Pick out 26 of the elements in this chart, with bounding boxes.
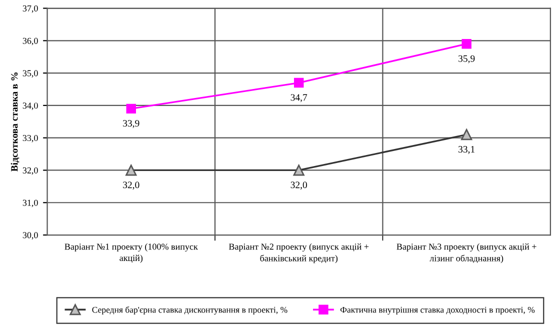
data-label: 33,9 [123, 120, 140, 128]
data-label: 34,7 [290, 94, 308, 102]
data-label: 35,9 [458, 55, 475, 64]
legend-label: Середня бар'єрна ставка дисконтування в проекті, % [92, 306, 288, 315]
y-axis-title: Відсоткова ставка в % [10, 72, 20, 172]
y-tick-label: 31,0 [22, 200, 38, 208]
y-tick-label: 36,0 [22, 38, 38, 46]
y-tick-label: 30,0 [22, 232, 38, 240]
point [293, 164, 304, 176]
data-label: 33,1 [458, 146, 474, 154]
y-tick-label: 33,0 [22, 134, 38, 142]
point [294, 78, 304, 88]
y-tick-label: 37,0 [22, 5, 38, 13]
x-tick-label: Варіант №2 проекту (випуск акцій + банківський кредит) [228, 243, 369, 264]
data-label: 32,0 [290, 182, 307, 190]
point [462, 39, 472, 49]
point [126, 104, 136, 114]
x-tick-label: Варіант №1 проекту (100% випуск акцій) [64, 243, 198, 263]
y-tick-label: 35,0 [22, 70, 38, 78]
y-tick-label: 32,0 [22, 167, 38, 175]
point [126, 164, 137, 176]
legend-label: Фактична внутрішня ставка доходності в проекті, % [340, 306, 535, 315]
y-tick-label: 34,0 [22, 102, 38, 110]
x-tick-label: Варіант №3 проекту (випуск акцій + лізинг обладнання) [396, 243, 536, 264]
point [461, 129, 472, 140]
data-label: 32,0 [123, 182, 140, 190]
